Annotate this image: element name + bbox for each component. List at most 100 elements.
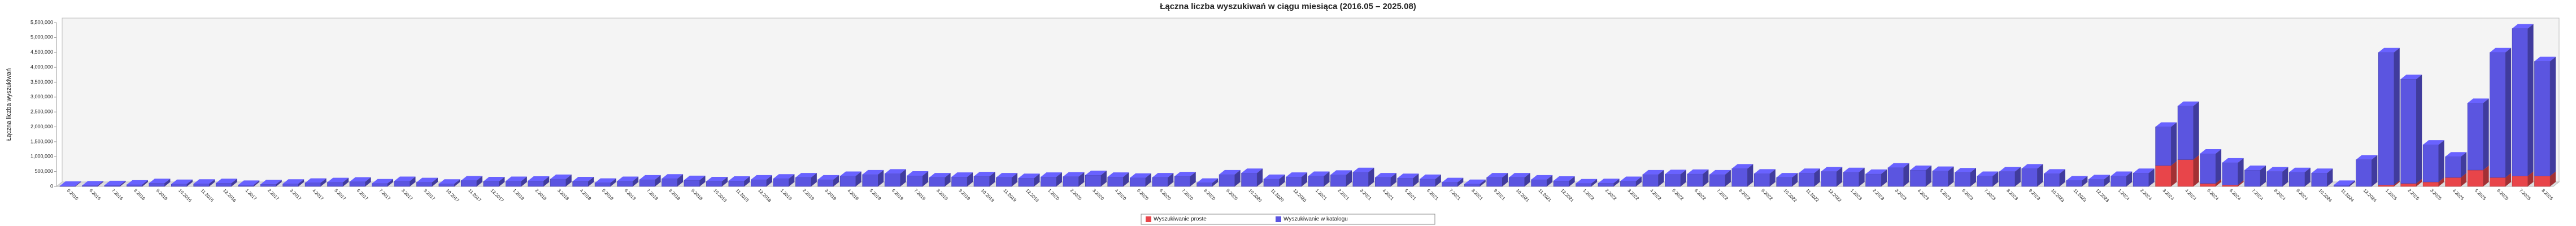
bar	[1731, 164, 1753, 187]
bar-top	[1018, 173, 1040, 179]
bar-front	[795, 177, 812, 187]
bar-front	[1753, 173, 1770, 187]
x-tick-label: 4.2024	[2184, 188, 2198, 202]
bar-front	[1955, 172, 1971, 187]
x-tick-label: 7.2018	[646, 188, 659, 202]
bar-front	[1865, 173, 1882, 187]
x-tick-label: 6.2025	[2496, 188, 2509, 202]
bar-side	[2082, 176, 2088, 186]
bar-top	[2534, 56, 2556, 62]
bar-side	[1123, 172, 1129, 186]
bar-top	[2021, 164, 2043, 169]
bar-side	[1480, 179, 1486, 186]
bar-front	[1531, 179, 1547, 187]
bar-top	[639, 175, 661, 180]
bar-top	[1308, 171, 1330, 176]
bar-front	[617, 181, 633, 187]
bar-side	[1792, 173, 1798, 186]
bar-front	[1798, 173, 1815, 187]
x-tick-label: 2.2017	[267, 188, 280, 202]
bar-front	[1375, 177, 1391, 187]
bar-side	[2438, 177, 2444, 186]
bar	[2043, 169, 2065, 187]
bar-front	[1241, 173, 1257, 187]
bar-front	[1152, 177, 1168, 187]
bar-side	[923, 171, 929, 186]
y-tick-label: 1,000,000	[31, 154, 53, 159]
bar-top	[1865, 169, 1887, 174]
bar	[1753, 169, 1776, 187]
bar-front	[528, 180, 544, 187]
bar-side	[2171, 122, 2177, 166]
bar	[1018, 173, 1040, 187]
bar-side	[2505, 47, 2512, 178]
bar-side	[1168, 173, 1174, 186]
y-tick-label: 5,500,000	[31, 19, 53, 25]
bar-side	[855, 171, 861, 186]
x-tick-label: 3.2017	[289, 188, 302, 202]
x-tick-label: 9.2024	[2295, 188, 2309, 202]
bar-side	[186, 179, 193, 186]
bar-front	[127, 184, 143, 187]
x-tick-label: 12.2022	[1827, 188, 1843, 203]
bar-front	[1576, 183, 1592, 187]
y-tick-label: 4,000,000	[31, 64, 53, 69]
bar-front	[862, 174, 878, 187]
bar	[1910, 166, 1932, 187]
bar-front	[2467, 169, 2483, 187]
bar	[2244, 166, 2266, 187]
bar-front	[1999, 171, 2016, 187]
bar-top	[149, 179, 171, 184]
x-tick-label: 6.2021	[1426, 188, 1439, 202]
bar-top	[2468, 98, 2489, 103]
bar-top	[929, 173, 951, 178]
bar-front	[1352, 172, 1369, 187]
bar-top	[1910, 166, 1932, 170]
bar	[1776, 173, 1798, 187]
x-tick-label: 11.2016	[200, 188, 215, 203]
x-tick-label: 1.2018	[512, 188, 525, 202]
bar-front	[461, 180, 477, 187]
x-tick-label: 6.2022	[1694, 188, 1707, 202]
y-tick-label: 5,000,000	[31, 34, 53, 40]
bar-top	[1999, 167, 2021, 172]
bar-side	[1279, 174, 1285, 186]
bar-side	[1413, 173, 1419, 186]
chart-title: Łączna liczba wyszukiwań w ciągu miesiąc…	[1160, 2, 1416, 11]
bar-side	[1881, 169, 1887, 186]
bar	[594, 178, 616, 187]
bar-side	[2550, 56, 2556, 176]
bar	[394, 176, 416, 187]
bar-side	[2461, 173, 2467, 186]
bar-top	[1352, 167, 1374, 172]
bar-front	[171, 184, 188, 187]
bar-side	[2193, 155, 2199, 186]
bar-front	[1464, 184, 1481, 187]
bar-side	[1680, 169, 1686, 186]
bar-front	[416, 182, 433, 187]
bar	[839, 171, 861, 187]
bar-front	[973, 176, 990, 187]
bar-side	[610, 178, 616, 186]
bar-front	[1219, 174, 1235, 187]
bar-top	[2445, 152, 2467, 157]
bar-side	[499, 177, 505, 186]
bar-top	[104, 180, 126, 185]
x-tick-label: 10.2016	[177, 188, 193, 203]
bar-top	[1977, 171, 1999, 176]
bar-side	[1970, 168, 1977, 186]
bar-top	[216, 179, 237, 184]
bar-front	[282, 184, 299, 187]
bar-front	[2177, 159, 2194, 187]
x-tick-label: 12.2016	[222, 188, 237, 203]
legend-label: Wyszukiwanie w katalogu	[1283, 216, 1348, 223]
bar-top	[1776, 173, 1798, 178]
x-tick-label: 11.2020	[1270, 188, 1285, 203]
bar-top	[238, 180, 260, 185]
bar-top	[817, 175, 839, 180]
bar	[1999, 167, 2021, 187]
bar-top	[1397, 173, 1419, 179]
bar	[1887, 163, 1909, 187]
bar	[483, 177, 505, 187]
